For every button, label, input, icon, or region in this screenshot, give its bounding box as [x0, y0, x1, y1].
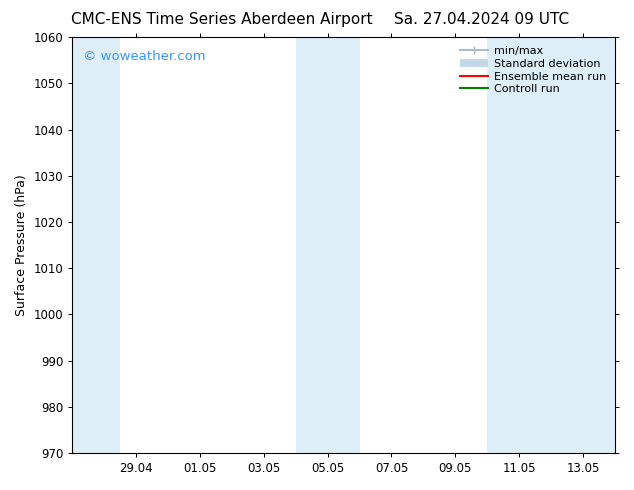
Bar — [72, 37, 120, 453]
Y-axis label: Surface Pressure (hPa): Surface Pressure (hPa) — [15, 174, 28, 316]
Text: © woweather.com: © woweather.com — [83, 49, 206, 63]
Legend: min/max, Standard deviation, Ensemble mean run, Controll run: min/max, Standard deviation, Ensemble me… — [457, 43, 609, 98]
Bar — [295, 37, 359, 453]
Text: Sa. 27.04.2024 09 UTC: Sa. 27.04.2024 09 UTC — [394, 12, 569, 27]
Text: CMC-ENS Time Series Aberdeen Airport: CMC-ENS Time Series Aberdeen Airport — [71, 12, 373, 27]
Bar — [487, 37, 615, 453]
